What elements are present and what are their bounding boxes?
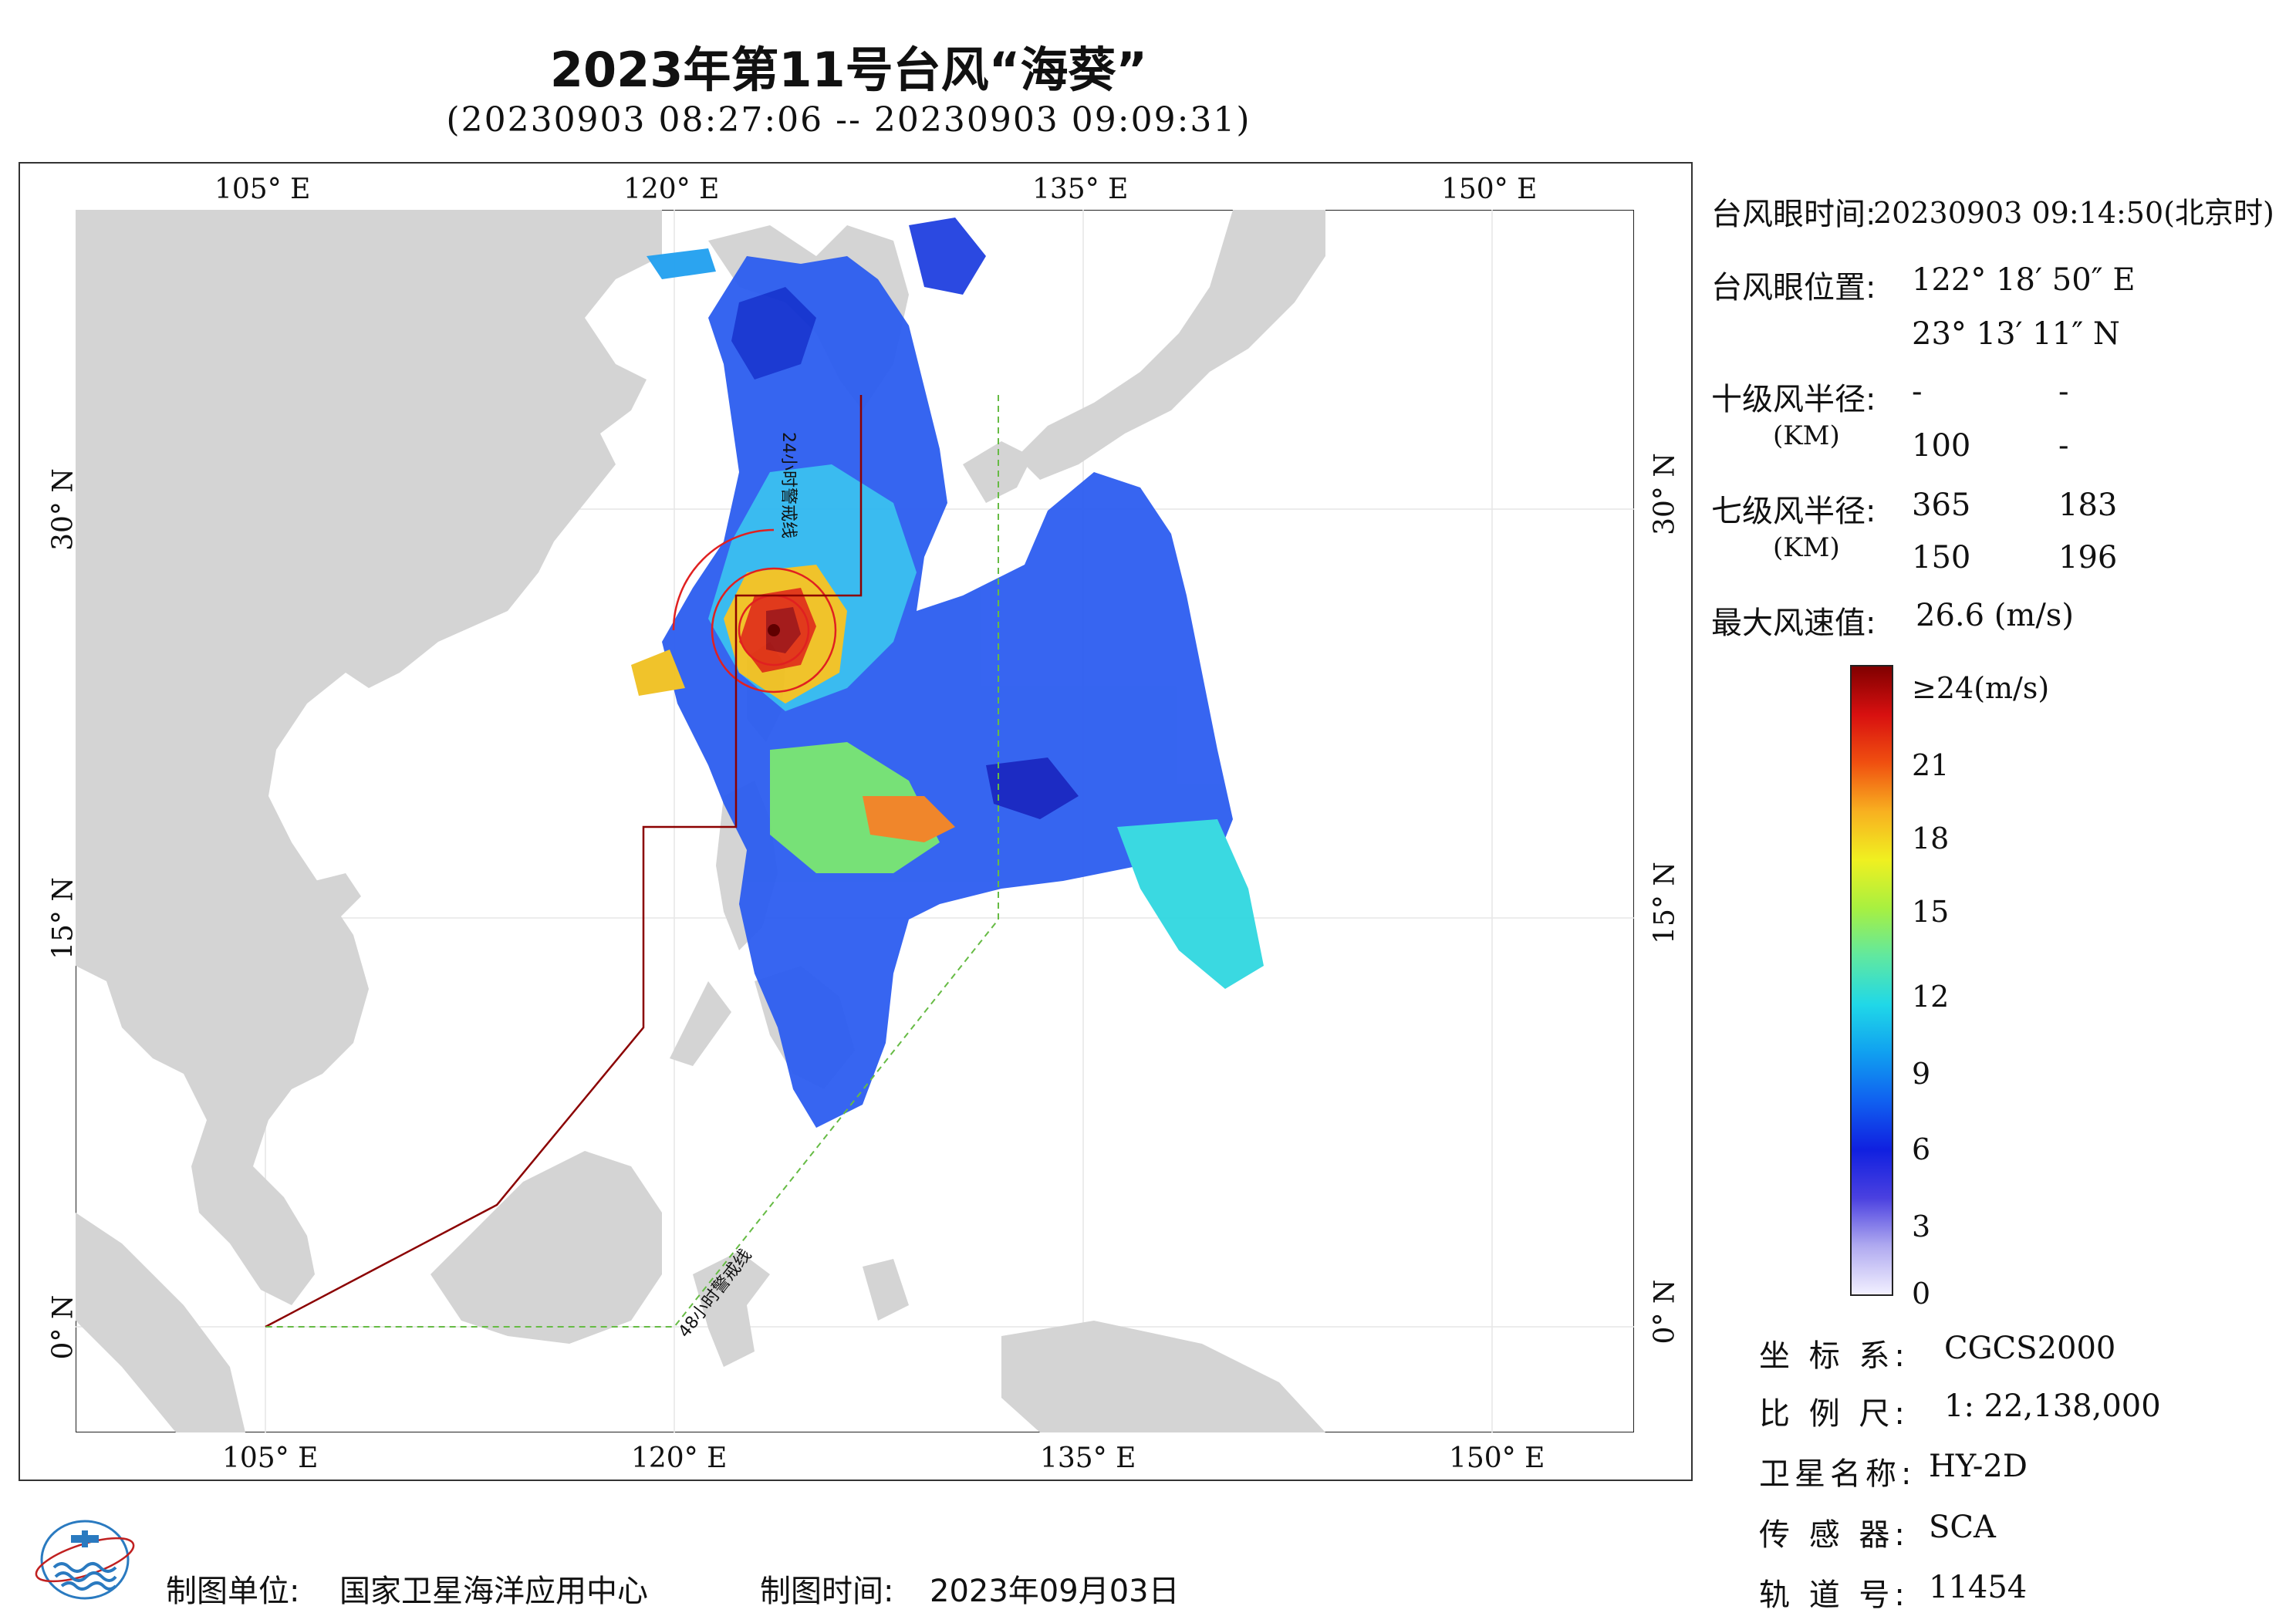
lon-tick-bottom: 105° E — [222, 1442, 319, 1474]
r10-ne: - — [1912, 374, 1923, 410]
maker-label: 制图单位: — [166, 1574, 300, 1609]
lat-tick-right: 30° N — [1649, 453, 1681, 535]
colorbar-label: 9 — [1912, 1057, 1931, 1091]
colorbar-label: 15 — [1912, 895, 1950, 929]
r7-nw: 196 — [2058, 540, 2118, 575]
r10-label: 十级风半径: — [1711, 382, 1876, 417]
warn24-label: 24小时警戒线 — [778, 432, 798, 538]
colorbar-label: 6 — [1912, 1132, 1931, 1166]
typhoon-eye-marker — [768, 624, 780, 636]
map-frame — [19, 162, 1693, 1481]
colorbar-label: 21 — [1912, 748, 1950, 782]
max-wind-label: 最大风速值: — [1711, 606, 1876, 641]
sensor-label: 传 感 器: — [1759, 1517, 1909, 1553]
crs-label: 坐 标 系: — [1759, 1338, 1909, 1374]
eye-time-label: 台风眼时间: — [1711, 197, 1876, 232]
max-wind-value: 26.6 (m/s) — [1916, 598, 2074, 633]
eye-lat-value: 23° 13′ 11″ N — [1912, 316, 2120, 352]
r7-unit: (KM) — [1773, 532, 1840, 563]
map-subtitle: (20230903 08:27:06 -- 20230903 09:09:31) — [446, 100, 1251, 140]
map-canvas[interactable] — [76, 210, 1634, 1432]
scale-label: 比 例 尺: — [1759, 1396, 1909, 1432]
eye-pos-label: 台风眼位置: — [1711, 270, 1876, 305]
eye-lon-value: 122° 18′ 50″ E — [1912, 262, 2136, 298]
r10-sw: 100 — [1912, 428, 1971, 464]
r10-unit: (KM) — [1773, 420, 1840, 451]
colorbar-label: ≥24(m/s) — [1912, 671, 2050, 705]
colorbar-label: 18 — [1912, 822, 1950, 855]
scale-value: 1: 22,138,000 — [1944, 1388, 2161, 1424]
eye-time-value: 20230903 09:14:50(北京时) — [1873, 196, 2274, 230]
lat-tick-right: 0° N — [1649, 1279, 1681, 1345]
lon-tick-top: 120° E — [623, 174, 720, 205]
r7-sw: 150 — [1912, 540, 1971, 575]
lat-tick-left: 0° N — [47, 1294, 79, 1360]
lat-tick-left: 30° N — [47, 468, 79, 551]
crs-value: CGCS2000 — [1944, 1331, 2116, 1366]
lon-tick-bottom: 150° E — [1449, 1442, 1545, 1474]
r7-ne: 365 — [1912, 488, 1971, 523]
colorbar-label: 3 — [1912, 1210, 1931, 1243]
colorbar-label: 12 — [1912, 980, 1950, 1014]
nsoas-logo-icon — [35, 1520, 135, 1600]
r7-se: 183 — [2058, 488, 2118, 523]
lon-tick-top: 105° E — [214, 174, 311, 205]
map-title: 2023年第11号台风“海葵” — [549, 42, 1148, 98]
lat-tick-right: 15° N — [1649, 862, 1681, 944]
maker-value: 国家卫星海洋应用中心 — [339, 1574, 648, 1609]
map-time-value: 2023年09月03日 — [930, 1574, 1180, 1609]
lon-tick-bottom: 120° E — [631, 1442, 728, 1474]
lon-tick-top: 135° E — [1032, 174, 1129, 205]
sensor-value: SCA — [1929, 1510, 1996, 1545]
lon-tick-top: 150° E — [1441, 174, 1538, 205]
satellite-label: 卫星名称: — [1759, 1456, 1916, 1492]
colorbar — [1850, 665, 1893, 1296]
map-time-label: 制图时间: — [760, 1574, 894, 1609]
orbit-value: 11454 — [1929, 1570, 2028, 1605]
satellite-value: HY-2D — [1929, 1449, 2028, 1484]
warn24-line — [265, 395, 863, 1328]
r10-se: - — [2058, 374, 2069, 410]
lon-tick-bottom: 135° E — [1040, 1442, 1136, 1474]
r10-nw: - — [2058, 428, 2069, 464]
r7-label: 七级风半径: — [1711, 494, 1876, 529]
colorbar-label: 0 — [1912, 1277, 1931, 1311]
orbit-label: 轨 道 号: — [1759, 1577, 1909, 1613]
warn48-line — [265, 395, 999, 1328]
wind-field — [631, 218, 1264, 1128]
lat-tick-left: 15° N — [47, 877, 79, 960]
